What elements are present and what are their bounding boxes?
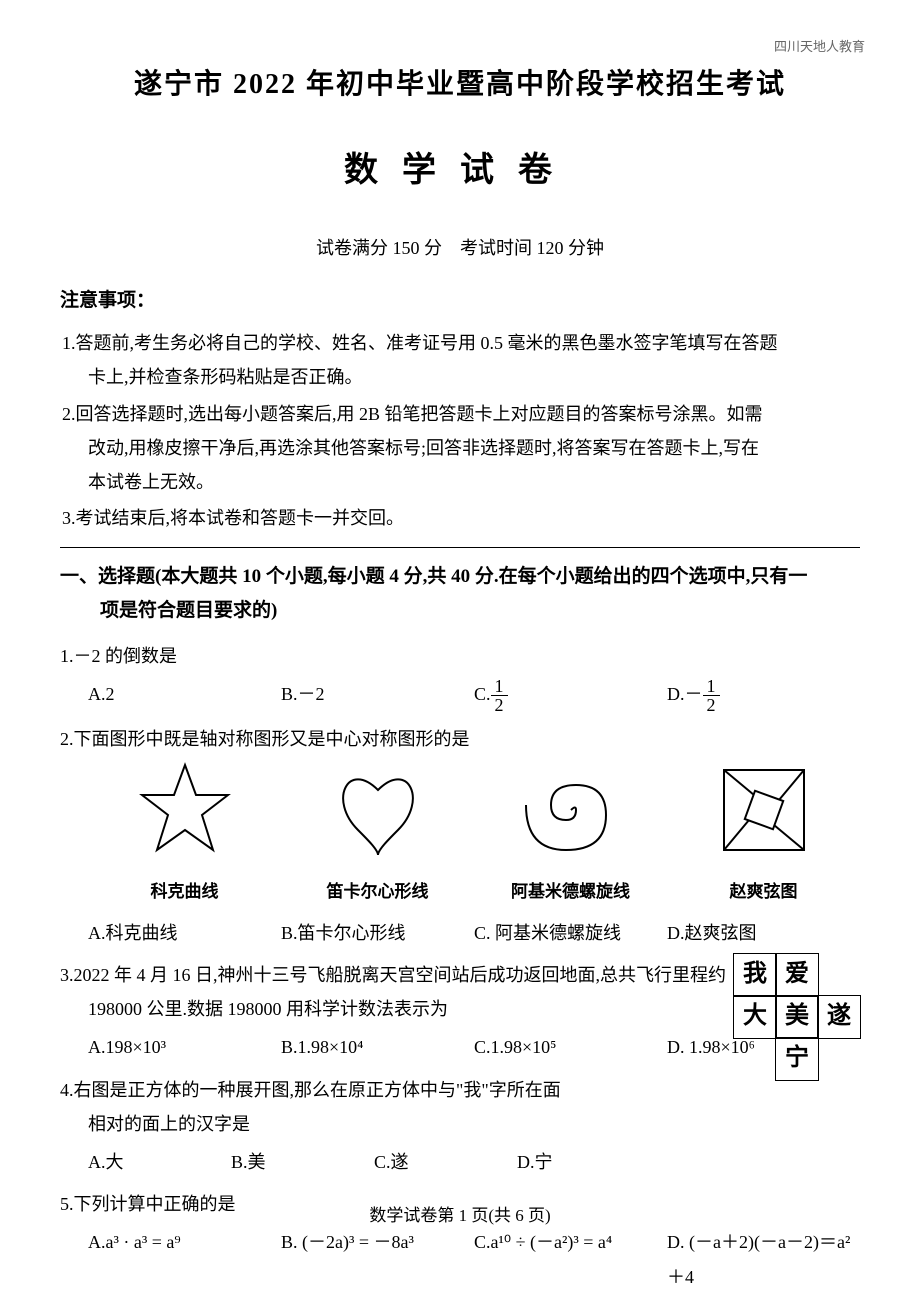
q2-opt-c: C. 阿基米德螺旋线	[474, 916, 667, 950]
q5-opt-c: C.a¹⁰ ÷ (－a²)³ = a⁴	[474, 1225, 667, 1293]
cube-cell-1-0: 大	[733, 995, 777, 1039]
q2-stem: 2.下面图形中既是轴对称图形又是中心对称图形的是	[60, 729, 470, 749]
cube-cell-1-1: 美	[775, 995, 819, 1039]
q2-image-4: 赵爽弦图	[679, 760, 849, 907]
q4-opt-a: A.大	[88, 1145, 231, 1179]
exam-title: 遂宁市 2022 年初中毕业暨高中阶段学校招生考试	[60, 60, 860, 110]
q1-opt-c: C.12	[474, 677, 667, 714]
page-footer: 数学试卷第 1 页(共 6 页)	[0, 1201, 920, 1232]
q1-opt-a: A.2	[88, 677, 281, 714]
question-2: 2.下面图形中既是轴对称图形又是中心对称图形的是 科克曲线 笛卡尔心形线 阿基米…	[60, 722, 860, 950]
q2-image-3: 阿基米德螺旋线	[486, 760, 656, 907]
q2-opt-a: A.科克曲线	[88, 916, 281, 950]
notice-1-text: 1.	[62, 333, 76, 353]
q2-image-2: 笛卡尔心形线	[293, 760, 463, 907]
q1-opt-d: D.－12	[667, 677, 860, 714]
q5-opt-a: A.a³ · a³ = a⁹	[88, 1225, 281, 1293]
cube-net: 我 爱 大 美 遂 宁	[734, 954, 860, 1080]
cube-cell-0-1: 爱	[775, 953, 819, 997]
q4-opt-d: D.宁	[517, 1145, 660, 1179]
section-1-header: 一、选择题(本大题共 10 个小题,每小题 4 分,共 40 分.在每个小题给出…	[60, 560, 860, 628]
q5-opt-d: D. (－a＋2)(－a－2)＝a²＋4	[667, 1225, 860, 1293]
q4-stem: 4.右图是正方体的一种展开图,那么在原正方体中与"我"字所在面	[60, 1080, 561, 1100]
cube-cell-1-2: 遂	[817, 995, 861, 1039]
cardioid-icon	[328, 760, 428, 860]
koch-curve-icon	[135, 760, 235, 860]
q3-opt-a: A.198×10³	[88, 1030, 281, 1064]
q1-opt-b: B.－2	[281, 677, 474, 714]
cube-cell-2-1: 宁	[775, 1037, 819, 1081]
divider	[60, 547, 860, 548]
question-4: 4.右图是正方体的一种展开图,那么在原正方体中与"我"字所在面 相对的面上的汉字…	[60, 1073, 860, 1180]
exam-subject: 数学试卷	[60, 140, 860, 201]
watermark-text: 四川天地人教育	[774, 35, 865, 58]
spiral-icon	[521, 760, 621, 860]
q2-image-1: 科克曲线	[100, 760, 270, 907]
notice-3: 3.考试结束后,将本试卷和答题卡一并交回。	[60, 501, 860, 535]
notice-1-cont: 卡上,并检查条形码粘贴是否正确。	[62, 360, 860, 394]
zhaoshuang-icon	[714, 760, 814, 860]
cube-cell-0-0: 我	[733, 953, 777, 997]
q4-opt-b: B.美	[231, 1145, 374, 1179]
q3-opt-b: B.1.98×10⁴	[281, 1030, 474, 1064]
notice-1: 1.答题前,考生务必将自己的学校、姓名、准考证号用 0.5 毫米的黑色墨水签字笔…	[60, 326, 860, 394]
notice-2: 2.回答选择题时,选出每小题答案后,用 2B 铅笔把答题卡上对应题目的答案标号涂…	[60, 397, 860, 500]
q2-opt-d: D.赵爽弦图	[667, 916, 860, 950]
notice-title: 注意事项：	[60, 284, 860, 318]
q1-stem: 1.－2 的倒数是	[60, 646, 177, 666]
question-1: 1.－2 的倒数是 A.2 B.－2 C.12 D.－12	[60, 639, 860, 715]
q3-stem: 3.2022 年 4 月 16 日,神州十三号飞船脱离天宫空间站后成功返回地面,…	[60, 965, 726, 985]
q5-opt-b: B. (－2a)³ = －8a³	[281, 1225, 474, 1293]
exam-info: 试卷满分 150 分 考试时间 120 分钟	[60, 232, 860, 264]
q3-opt-c: C.1.98×10⁵	[474, 1030, 667, 1064]
q4-opt-c: C.遂	[374, 1145, 517, 1179]
q2-opt-b: B.笛卡尔心形线	[281, 916, 474, 950]
